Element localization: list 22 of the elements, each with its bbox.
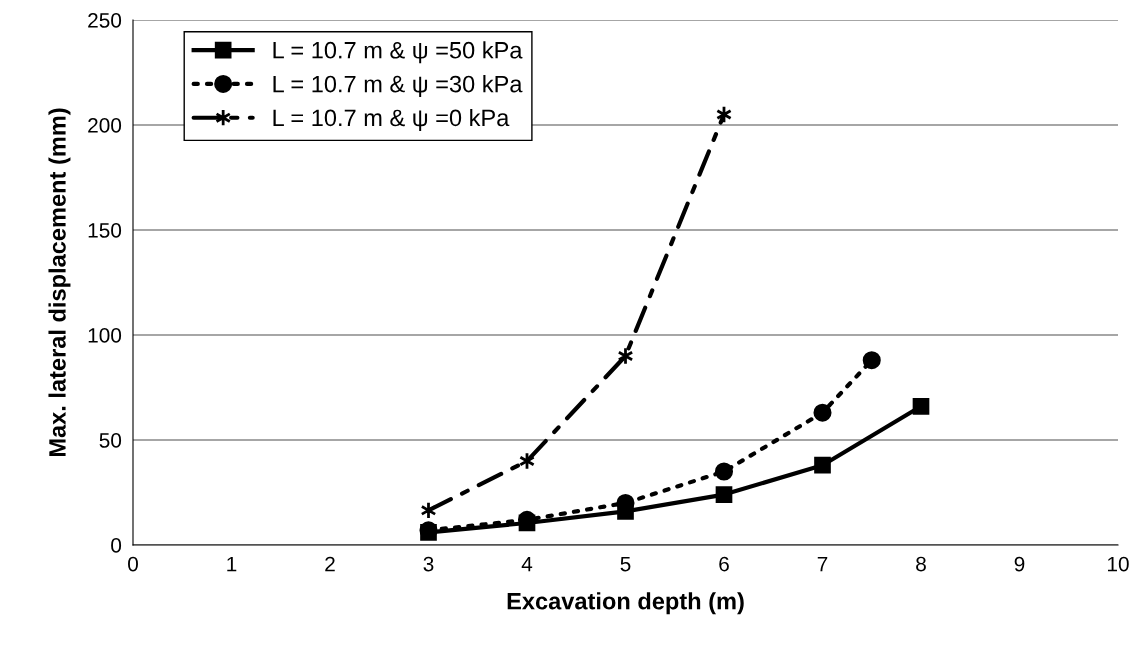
x-tick-label: 5 (620, 556, 631, 572)
x-axis-title: Excavation depth (m) (507, 592, 744, 615)
x-tick-label: 3 (423, 556, 434, 572)
x-tick-label: 6 (719, 556, 729, 572)
legend-label: L = 10.7 m & ψ =50 kPa (273, 41, 523, 64)
x-tick-label: 7 (817, 556, 828, 572)
x-tick-label: 4 (521, 556, 533, 572)
x-tick-label: 8 (916, 556, 926, 572)
y-axis-title: Max. lateral displacement (mm) (48, 108, 71, 457)
y-tick-label: 250 (88, 13, 122, 28)
x-tick-label: 9 (1014, 556, 1025, 572)
y-tick-label: 50 (99, 433, 122, 448)
x-tick-label: 1 (227, 556, 237, 572)
x-tick-label: 2 (325, 556, 335, 572)
legend-label: L = 10.7 m & ψ =0 kPa (273, 108, 510, 131)
y-tick-label: 200 (88, 118, 122, 133)
y-tick-label: 100 (88, 328, 122, 343)
x-tick-label: 10 (1108, 556, 1129, 572)
x-tick-label: 0 (128, 556, 138, 572)
y-tick-label: 0 (111, 538, 122, 553)
legend-label: L = 10.7 m & ψ =30 kPa (273, 75, 523, 98)
y-tick-label: 150 (88, 223, 122, 238)
